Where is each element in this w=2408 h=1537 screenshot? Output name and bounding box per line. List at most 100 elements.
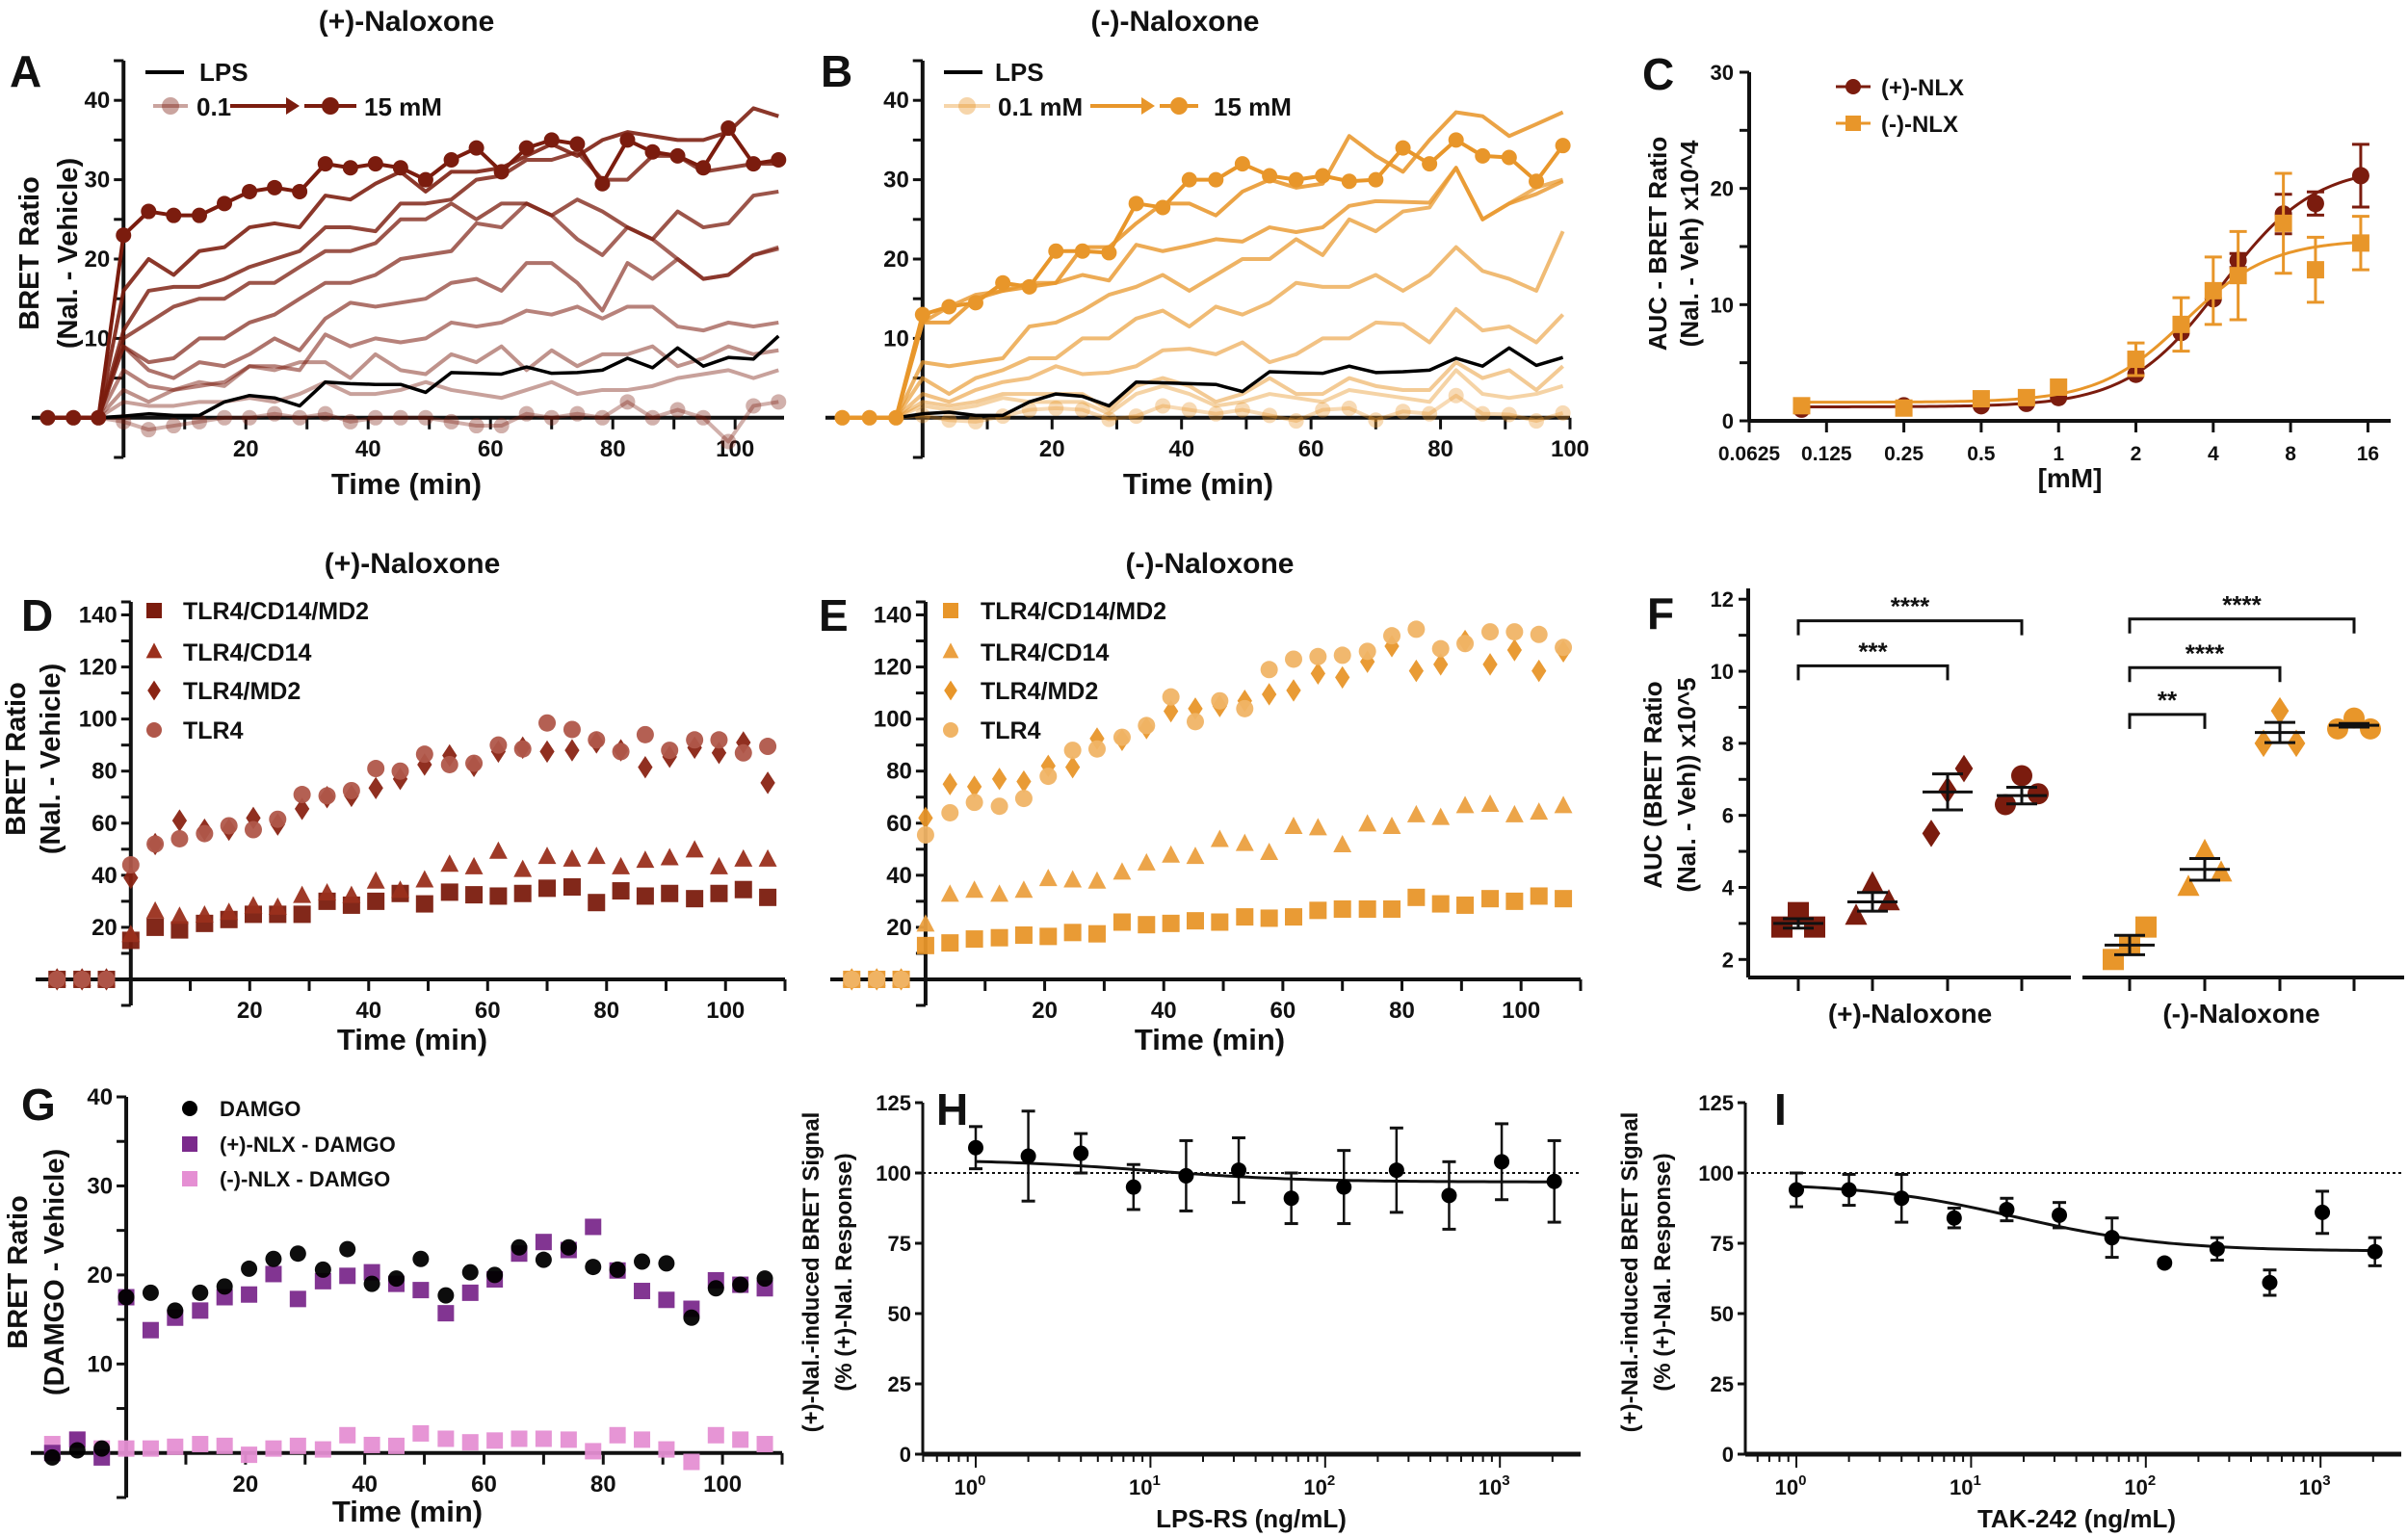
x-tick-label: 60 — [1298, 436, 1324, 462]
data-point — [440, 883, 458, 901]
data-point — [488, 841, 508, 859]
x-tick-label: 102 — [1303, 1472, 1335, 1499]
x-tick-label: 100 — [1551, 436, 1589, 462]
y-tick-label: 20 — [886, 915, 912, 941]
series--nlx-damgo — [43, 1424, 773, 1471]
data-point — [756, 1436, 773, 1453]
data-point — [759, 888, 777, 906]
y-axis-label: BRET Ratio — [1, 682, 32, 836]
data-point — [990, 928, 1008, 947]
data-point — [468, 418, 484, 434]
significance-bracket — [2128, 617, 2356, 634]
x-tick-label: 20 — [1032, 998, 1058, 1024]
data-point — [535, 1430, 552, 1447]
y-tick-label: 120 — [874, 655, 912, 681]
y-tick-label: 8 — [1722, 732, 1734, 756]
panel-letter: G — [21, 1080, 56, 1130]
series-concentration-4 — [842, 230, 1565, 420]
data-point — [1063, 924, 1082, 942]
data-point — [1431, 895, 1450, 913]
data-point — [940, 884, 959, 902]
data-point — [391, 762, 409, 780]
data-point — [342, 781, 360, 799]
data-point — [121, 856, 140, 874]
data-point — [734, 743, 752, 762]
legend-label: (+)-NLX — [1881, 75, 1964, 101]
x-tick-label: 40 — [355, 436, 381, 462]
y-tick-label: 40 — [886, 863, 912, 889]
x-tick-label: 60 — [471, 1472, 497, 1498]
series--nlx — [1793, 171, 2369, 417]
significance-bracket — [2128, 665, 2282, 683]
y-tick-label: 80 — [92, 759, 118, 785]
panel-title: (-)-Naloxone — [1126, 548, 1295, 580]
y-tick-label: 0 — [900, 1443, 911, 1467]
data-point — [967, 295, 983, 311]
data-point — [241, 1286, 258, 1303]
y-tick-label: 2 — [1722, 948, 1734, 972]
data-point — [1501, 149, 1517, 166]
data-point — [1208, 171, 1224, 188]
data-point — [1861, 871, 1884, 893]
panel-title: (-)-Naloxone — [1091, 6, 1260, 38]
y-tick-label: 100 — [876, 1161, 911, 1185]
data-point — [636, 887, 654, 905]
series-lps — [842, 346, 1564, 420]
data-point — [486, 1432, 504, 1449]
data-point — [339, 1267, 356, 1285]
data-point — [2050, 378, 2068, 397]
y-tick-label: 0 — [1722, 1443, 1734, 1467]
x-tick-label: 0.0625 — [1718, 443, 1781, 465]
data-point — [217, 195, 233, 212]
y-tick-label: 30 — [1711, 61, 1734, 85]
data-point — [2177, 874, 2200, 897]
data-point — [1162, 845, 1181, 863]
data-point — [619, 132, 636, 148]
data-point — [1555, 138, 1571, 154]
legend-label: DAMGO — [220, 1097, 301, 1121]
data-point — [594, 175, 611, 192]
data-point — [1431, 807, 1451, 825]
legend-marker — [943, 722, 958, 738]
data-point — [2209, 1240, 2225, 1257]
data-point — [392, 409, 408, 426]
series-tlr4-cd14 — [47, 840, 777, 987]
legend: LPS 0.1 15 mM — [145, 58, 442, 121]
data-point — [265, 1250, 282, 1267]
series-line — [47, 201, 779, 420]
y-axis-label: BRET Ratio — [14, 176, 45, 330]
series-line — [47, 334, 780, 420]
legend-label: 15 mM — [364, 92, 442, 121]
data-point — [660, 847, 679, 866]
data-point — [293, 885, 312, 903]
data-point — [543, 132, 560, 148]
data-point — [612, 882, 630, 900]
data-point — [1448, 132, 1464, 148]
data-point — [683, 1309, 700, 1326]
data-point — [1087, 740, 1106, 758]
panel-d: 20 40 60 80 100 120 140 20 40 60 80 100 D (+)-Naloxon… — [1, 548, 787, 1056]
data-point — [1309, 647, 1327, 665]
data-point — [415, 895, 433, 913]
data-point — [392, 160, 408, 176]
data-point — [1288, 171, 1304, 188]
data-point — [695, 160, 712, 176]
data-point — [1021, 402, 1037, 418]
data-point — [366, 871, 385, 889]
data-point — [1063, 742, 1082, 760]
y-tick-label: 12 — [1711, 587, 1734, 612]
data-point — [537, 847, 557, 865]
data-point — [146, 835, 165, 853]
legend-label: 15 mM — [1214, 92, 1292, 121]
data-point — [990, 884, 1009, 902]
data-point — [1284, 817, 1303, 835]
data-point — [142, 1284, 159, 1301]
data-point — [465, 886, 484, 904]
data-point — [412, 1250, 430, 1267]
data-point — [538, 714, 557, 732]
y-tick-label: 60 — [92, 811, 118, 837]
data-point — [412, 1282, 430, 1299]
data-point — [1208, 405, 1224, 422]
group-square — [2103, 916, 2157, 971]
data-point — [1211, 913, 1229, 931]
